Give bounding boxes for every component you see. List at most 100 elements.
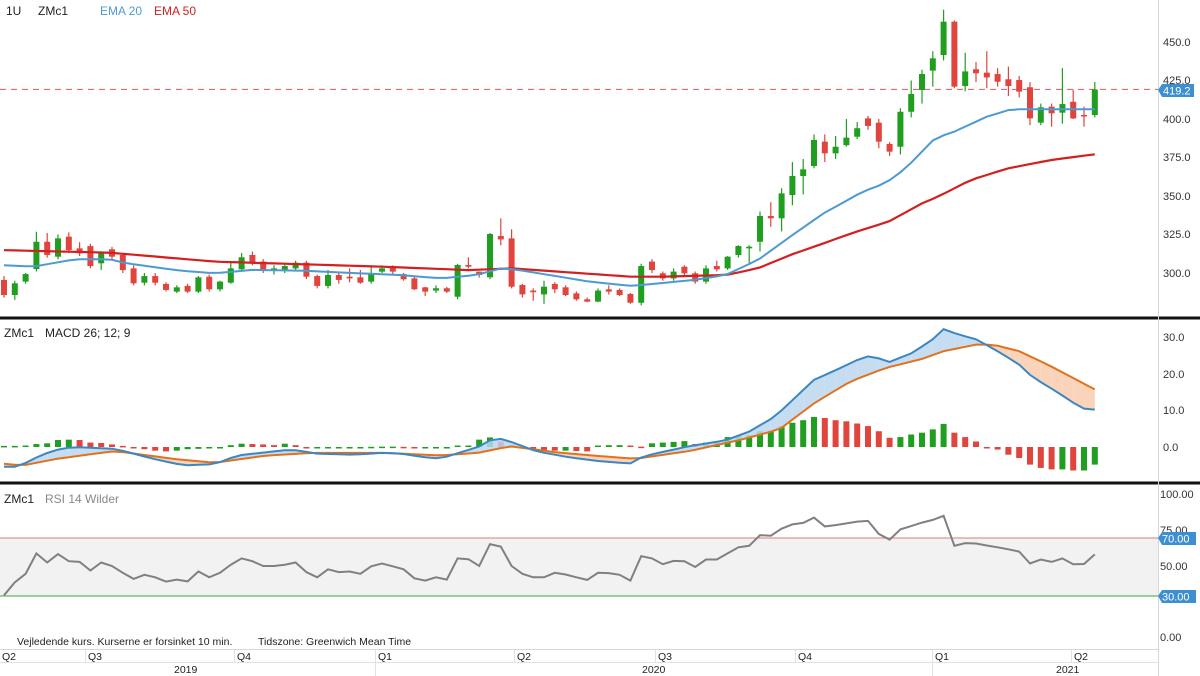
candle[interactable]	[724, 256, 731, 270]
candle[interactable]	[940, 9, 947, 61]
time-axis[interactable]: Q2 Q3 Q4 Q1 Q2 Q3 Q4 Q1 Q2 2019 2020 202…	[2, 650, 1088, 676]
legend-ema50[interactable]: EMA 50	[154, 4, 196, 18]
candle[interactable]	[994, 68, 1001, 87]
candle[interactable]	[443, 286, 450, 294]
candle[interactable]	[206, 274, 213, 292]
candle[interactable]	[821, 134, 828, 163]
candle[interactable]	[1037, 103, 1044, 126]
candle[interactable]	[919, 69, 925, 104]
candle[interactable]	[616, 288, 623, 297]
candle[interactable]	[1070, 89, 1077, 119]
candle[interactable]	[357, 269, 364, 284]
candle[interactable]	[1005, 66, 1012, 96]
candle[interactable]	[400, 273, 407, 281]
candle[interactable]	[670, 268, 677, 281]
candle[interactable]	[173, 285, 180, 294]
candle[interactable]	[541, 280, 547, 304]
candle[interactable]	[767, 202, 774, 227]
candle[interactable]	[573, 291, 580, 301]
candle[interactable]	[789, 162, 796, 206]
candle-body	[962, 71, 969, 87]
candle[interactable]	[908, 80, 915, 118]
candle[interactable]	[152, 273, 159, 286]
candle[interactable]	[843, 119, 850, 147]
candle[interactable]	[422, 286, 429, 297]
candle[interactable]	[281, 263, 288, 273]
candle[interactable]	[508, 229, 515, 289]
candle[interactable]	[325, 269, 331, 289]
interval-label[interactable]: 1U	[6, 4, 21, 18]
candle[interactable]	[854, 122, 861, 140]
candle[interactable]	[314, 274, 321, 289]
candle[interactable]	[55, 234, 61, 260]
price-axis[interactable]: 450.0 425.0 400.0 375.0 350.0 325.0 300.…	[1163, 37, 1191, 280]
macd-axis[interactable]: 30.0 20.0 10.0 0.0	[1163, 332, 1184, 454]
candle[interactable]	[551, 282, 558, 294]
macd-indicator-label[interactable]: MACD 26; 12; 9	[45, 326, 131, 340]
candle[interactable]	[800, 159, 807, 195]
candle[interactable]	[130, 265, 137, 286]
candle[interactable]	[735, 245, 742, 258]
candle[interactable]	[929, 51, 936, 87]
candle[interactable]	[562, 285, 569, 297]
rsi-pane[interactable]	[0, 514, 1158, 597]
legend-ema20[interactable]: EMA 20	[100, 4, 142, 18]
candle[interactable]	[98, 251, 105, 270]
candle[interactable]	[832, 135, 839, 160]
candle[interactable]	[584, 297, 591, 303]
candle[interactable]	[649, 259, 655, 273]
macd-pane[interactable]	[1, 328, 1098, 471]
candle[interactable]	[746, 245, 753, 264]
rsi-axis[interactable]: 100.00 75.00 50.00 0.00	[1160, 489, 1194, 644]
candle[interactable]	[681, 265, 688, 277]
candle[interactable]	[184, 283, 191, 294]
candle[interactable]	[627, 293, 634, 304]
macd-histogram-bar	[87, 442, 94, 447]
candle[interactable]	[1027, 82, 1033, 126]
rsi-indicator-label[interactable]: RSI 14 Wilder	[45, 492, 119, 506]
candle[interactable]	[433, 285, 439, 294]
price-pane[interactable]	[0, 9, 1158, 306]
candle[interactable]	[335, 273, 342, 284]
candle[interactable]	[1091, 82, 1098, 118]
candle[interactable]	[346, 268, 353, 283]
candle[interactable]	[1016, 75, 1023, 98]
candle[interactable]	[195, 276, 202, 294]
candle[interactable]	[163, 282, 169, 292]
candle[interactable]	[875, 119, 882, 149]
candle[interactable]	[76, 242, 83, 257]
candle[interactable]	[411, 276, 418, 290]
macd-histogram-bar	[1005, 447, 1012, 455]
candle[interactable]	[217, 280, 223, 292]
candle[interactable]	[951, 20, 958, 89]
candle[interactable]	[87, 243, 94, 269]
candle[interactable]	[865, 115, 871, 130]
candle[interactable]	[65, 232, 72, 253]
candle[interactable]	[497, 218, 504, 246]
candle[interactable]	[886, 142, 893, 156]
candle[interactable]	[605, 285, 612, 295]
candle[interactable]	[757, 211, 763, 252]
candle[interactable]	[11, 280, 18, 300]
candle[interactable]	[530, 288, 537, 301]
candle[interactable]	[811, 134, 817, 169]
candle[interactable]	[141, 273, 148, 286]
candle[interactable]	[983, 51, 990, 89]
candle[interactable]	[1059, 68, 1066, 124]
candle[interactable]	[227, 262, 234, 284]
candle[interactable]	[1, 276, 7, 298]
candle[interactable]	[22, 273, 29, 284]
candle[interactable]	[519, 283, 526, 298]
quarter-label: Q2	[2, 651, 16, 663]
candle[interactable]	[692, 271, 699, 284]
candle[interactable]	[713, 260, 720, 272]
candle[interactable]	[897, 108, 904, 155]
candle[interactable]	[778, 188, 785, 232]
candle[interactable]	[595, 288, 601, 303]
candle[interactable]	[44, 232, 51, 258]
candle[interactable]	[962, 52, 969, 92]
candle[interactable]	[465, 257, 472, 269]
candle[interactable]	[973, 62, 979, 83]
candle[interactable]	[1048, 103, 1055, 127]
